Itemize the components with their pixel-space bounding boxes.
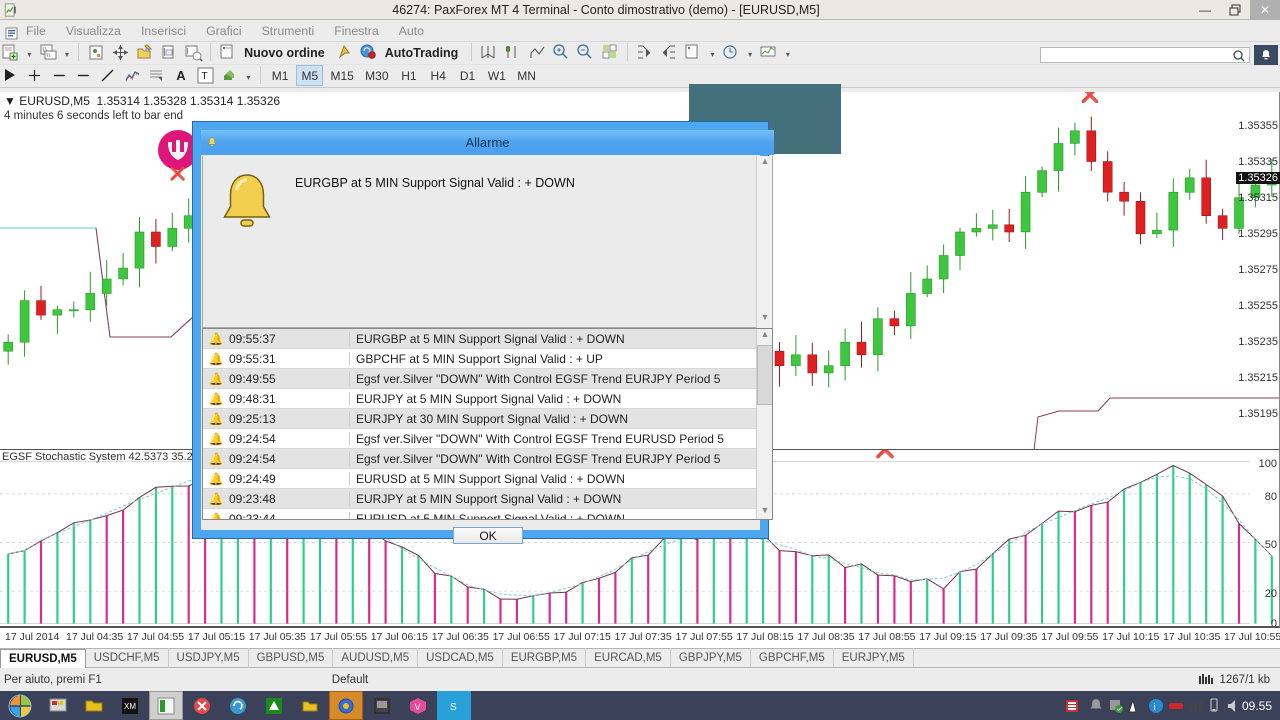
svg-text:17 Jul 05:55: 17 Jul 05:55 (310, 631, 367, 643)
svg-text:17 Jul 04:35: 17 Jul 04:35 (66, 631, 123, 643)
svg-text:❌: ❌ (170, 166, 186, 182)
svg-text:❌: ❌ (1081, 92, 1100, 104)
svg-text:17 Jul 08:15: 17 Jul 08:15 (736, 631, 793, 643)
svg-text:V: V (415, 702, 421, 712)
svg-text:17 Jul 08:35: 17 Jul 08:35 (797, 631, 854, 643)
svg-text:17 Jul 09:15: 17 Jul 09:15 (919, 631, 976, 643)
svg-text:17 Jul 07:35: 17 Jul 07:35 (615, 631, 672, 643)
svg-text:17 Jul 05:35: 17 Jul 05:35 (249, 631, 306, 643)
svg-text:17 Jul 06:55: 17 Jul 06:55 (493, 631, 550, 643)
svg-text:17 Jul 04:55: 17 Jul 04:55 (127, 631, 184, 643)
svg-text:17 Jul 08:55: 17 Jul 08:55 (858, 631, 915, 643)
svg-text:17 Jul 09:55: 17 Jul 09:55 (1041, 631, 1098, 643)
svg-text:XM: XM (124, 702, 136, 711)
svg-text:17 Jul 09:35: 17 Jul 09:35 (980, 631, 1037, 643)
svg-text:17 Jul 10:55: 17 Jul 10:55 (1224, 631, 1280, 643)
svg-text:17 Jul 06:15: 17 Jul 06:15 (371, 631, 428, 643)
svg-text:17 Jul 05:15: 17 Jul 05:15 (188, 631, 245, 643)
svg-text:T: T (201, 71, 207, 82)
svg-text:17 Jul 06:35: 17 Jul 06:35 (432, 631, 489, 643)
svg-text:17 Jul 2014: 17 Jul 2014 (5, 631, 59, 643)
svg-text:17 Jul 07:15: 17 Jul 07:15 (554, 631, 611, 643)
svg-text:17 Jul 10:15: 17 Jul 10:15 (1102, 631, 1159, 643)
svg-text:i: i (1153, 702, 1155, 712)
svg-text:S: S (450, 702, 457, 713)
svg-text:17 Jul 07:55: 17 Jul 07:55 (676, 631, 733, 643)
svg-text:17 Jul 10:35: 17 Jul 10:35 (1163, 631, 1220, 643)
